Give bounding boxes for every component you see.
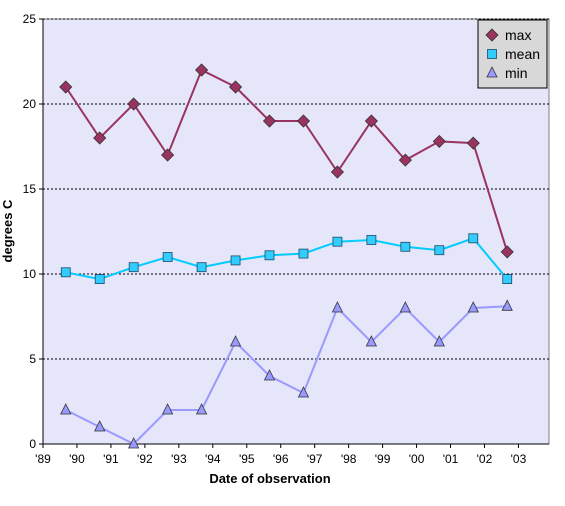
- x-tick-label: '90: [69, 452, 85, 466]
- x-tick-label: '00: [409, 452, 425, 466]
- series-max: [59, 63, 514, 259]
- x-tick-label: '02: [477, 452, 493, 466]
- x-tick-label: '91: [103, 452, 119, 466]
- data-point-min: [128, 437, 140, 449]
- x-tick-label: '96: [273, 452, 289, 466]
- data-point-max: [364, 114, 378, 128]
- data-point-mean: [196, 262, 207, 273]
- series-min: [60, 299, 513, 449]
- legend-marker-max: [485, 28, 499, 42]
- data-point-min: [399, 301, 411, 313]
- data-point-min: [263, 369, 276, 381]
- data-point-max: [330, 165, 344, 179]
- x-tick-label: '89: [35, 452, 51, 466]
- series-mean: [60, 233, 513, 285]
- y-tick-label: 20: [23, 97, 37, 111]
- data-point-mean: [468, 233, 479, 244]
- series-line-max: [64, 68, 509, 253]
- data-point-mean: [434, 245, 445, 256]
- data-point-mean: [298, 248, 309, 259]
- y-tick-label: 15: [23, 182, 37, 196]
- data-point-mean: [94, 274, 105, 285]
- y-tick-label: 10: [23, 267, 37, 281]
- data-point-mean: [162, 252, 173, 262]
- y-tick-label: 0: [29, 437, 36, 451]
- y-tick-label: 5: [29, 352, 36, 366]
- data-point-min: [365, 335, 378, 347]
- x-tick-label: '93: [171, 452, 187, 466]
- data-point-mean: [366, 235, 377, 245]
- data-point-max: [296, 114, 311, 128]
- data-point-max: [500, 245, 514, 259]
- x-tick-label: '99: [375, 452, 391, 466]
- data-point-min: [229, 335, 242, 347]
- x-axis-title: Date of observation: [209, 471, 330, 486]
- data-point-mean: [332, 236, 343, 247]
- x-tick-label: '92: [137, 452, 153, 466]
- legend-marker-min: [486, 66, 498, 78]
- data-point-min: [60, 403, 72, 415]
- plot-area: [42, 18, 550, 445]
- data-point-mean: [128, 262, 139, 273]
- data-point-min: [501, 299, 513, 311]
- data-point-max: [466, 136, 480, 150]
- data-point-min: [161, 403, 174, 415]
- data-point-max: [93, 131, 107, 145]
- data-point-max: [195, 63, 209, 77]
- x-axis-ticks: '89 '90 '91 '92 '93 '94 '95 '96 '97 '98 '99 '00 '01 '…: [35, 444, 527, 466]
- x-tick-label: '03: [511, 452, 527, 466]
- data-point-min: [331, 301, 344, 313]
- data-point-mean: [230, 255, 241, 266]
- data-point-min: [467, 301, 479, 313]
- y-axis-ticks: 0 5 10 15 20 25: [23, 12, 43, 451]
- legend-marker-mean: [487, 49, 497, 59]
- legend-label-mean: mean: [505, 46, 540, 62]
- legend-label-max: max: [505, 27, 531, 43]
- data-point-min: [94, 420, 106, 432]
- data-point-min: [195, 403, 208, 415]
- x-tick-label: '98: [341, 452, 357, 466]
- data-point-mean: [264, 250, 275, 261]
- y-axis-title: degrees C: [0, 199, 15, 262]
- data-point-max: [432, 134, 446, 148]
- series-line-mean: [65, 237, 508, 281]
- data-point-max: [262, 114, 277, 128]
- axes: [42, 19, 549, 445]
- data-point-max: [161, 148, 175, 162]
- data-point-min: [433, 335, 445, 347]
- x-tick-label: '94: [205, 452, 221, 466]
- y-tick-label: 25: [23, 12, 37, 26]
- data-point-mean: [60, 267, 71, 278]
- data-point-mean: [400, 241, 411, 252]
- data-point-max: [228, 80, 243, 94]
- legend: max mean min: [477, 19, 548, 89]
- x-tick-label: '01: [443, 452, 459, 466]
- x-tick-label: '95: [239, 452, 255, 466]
- data-point-max: [398, 153, 412, 167]
- x-tick-label: '97: [307, 452, 323, 466]
- legend-label-min: min: [505, 65, 528, 81]
- series-layer: [59, 63, 514, 449]
- data-point-min: [297, 386, 310, 398]
- data-point-max: [127, 97, 141, 111]
- series-line-min: [65, 305, 508, 446]
- data-point-max: [59, 80, 73, 94]
- data-point-mean: [502, 274, 513, 285]
